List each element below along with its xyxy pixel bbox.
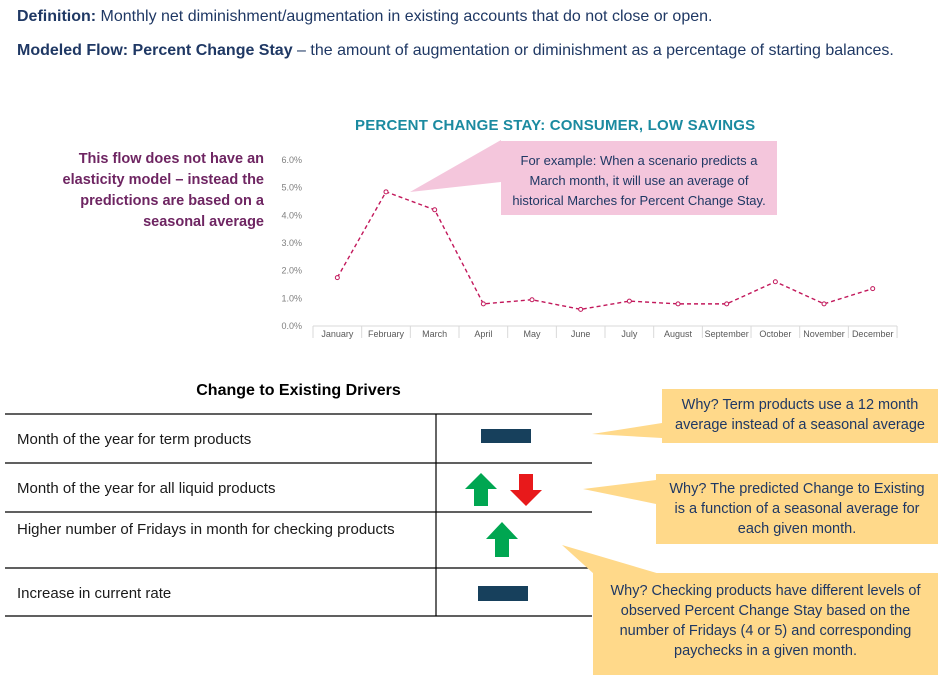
data-point (821, 301, 827, 307)
no-change-bar-icon (481, 429, 531, 443)
data-point (870, 286, 876, 292)
x-tick-label: January (321, 329, 354, 339)
line-chart: 0.0% 1.0% 2.0% 3.0% 4.0% 5.0% 6.0% January Febr… (281, 140, 898, 339)
y-tick-label: 3.0% (281, 238, 302, 248)
y-tick-label: 6.0% (281, 155, 302, 165)
note-pointer (592, 423, 662, 438)
table-title: Change to Existing Drivers (196, 382, 401, 399)
table-row-label: Increase in current rate (17, 585, 172, 602)
note-checking-products: Why? Checking products have different le… (593, 573, 938, 675)
data-point (334, 275, 340, 281)
data-point (772, 279, 778, 285)
chart-title: PERCENT CHANGE STAY: CONSUMER, LOW SAVIN… (355, 117, 756, 134)
x-tick-label: April (474, 329, 492, 339)
definition-text: Monthly net diminishment/augmentation in… (96, 8, 713, 25)
y-tick-label: 1.0% (281, 293, 302, 303)
down-arrow-icon (510, 474, 542, 506)
x-tick-label: July (621, 329, 638, 339)
note-liquid-products: Why? The predicted Change to Existing is… (656, 474, 938, 544)
note-term-products: Why? Term products use a 12 month averag… (662, 389, 938, 443)
data-point (383, 189, 389, 195)
modeled-flow-label: Modeled Flow: Percent Change Stay (17, 42, 293, 59)
data-point (675, 301, 681, 307)
x-tick-label: December (852, 329, 894, 339)
y-tick-label: 2.0% (281, 266, 302, 276)
modeled-flow-line: Modeled Flow: Percent Change Stay – the … (17, 39, 897, 63)
x-tick-label: October (759, 329, 791, 339)
x-tick-label: September (705, 329, 749, 339)
definition-label: Definition: (17, 8, 97, 25)
no-change-bar-icon (478, 586, 528, 601)
y-tick-label: 4.0% (281, 210, 302, 220)
table-row-label: Month of the year for all liquid product… (17, 480, 276, 497)
chart-callout: For example: When a scenario predicts a … (501, 141, 777, 215)
note-pointer (583, 480, 656, 504)
data-point (529, 297, 535, 303)
data-point (626, 298, 632, 304)
y-tick-label: 5.0% (281, 183, 302, 193)
table-row-label: Month of the year for term products (17, 431, 252, 448)
definition-line: Definition: Monthly net diminishment/aug… (17, 8, 712, 26)
x-tick-label: June (571, 329, 591, 339)
series-line (336, 190, 873, 311)
data-point (480, 301, 486, 307)
data-point (432, 207, 438, 213)
x-tick-label: February (368, 329, 405, 339)
x-tick-label: August (664, 329, 693, 339)
drivers-table (5, 413, 662, 617)
modeled-flow-text: – the amount of augmentation or diminish… (292, 42, 894, 59)
callout-pointer (410, 140, 501, 192)
x-tick-label: May (524, 329, 542, 339)
up-arrow-icon (465, 473, 497, 506)
y-tick-label: 0.0% (281, 321, 302, 331)
note-pointer (562, 545, 660, 574)
data-point (578, 306, 584, 312)
x-tick-label: March (422, 329, 447, 339)
side-note: This flow does not have an elasticity mo… (62, 151, 264, 230)
data-point (724, 301, 730, 307)
up-arrow-icon (486, 522, 518, 557)
table-row-label: Higher number of Fridays in month for ch… (17, 521, 395, 538)
x-tick-label: November (803, 329, 845, 339)
